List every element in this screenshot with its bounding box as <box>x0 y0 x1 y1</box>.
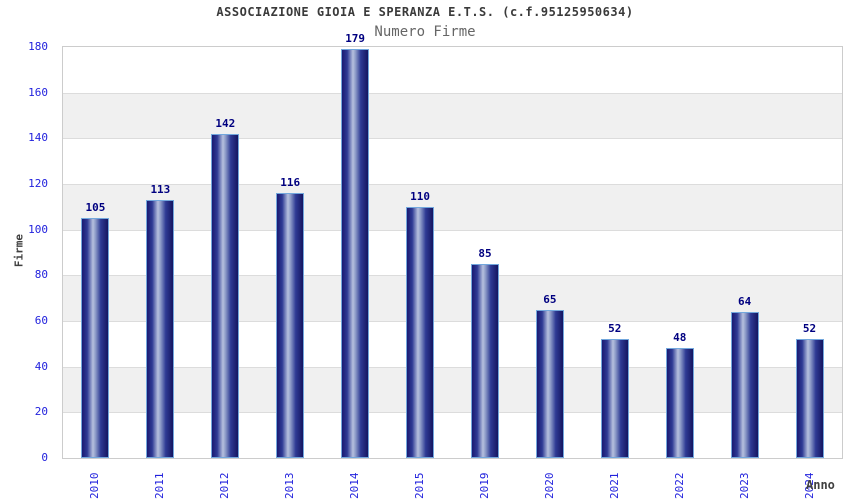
y-tick-label: 120 <box>28 177 48 190</box>
y-tick-label: 40 <box>34 359 48 373</box>
band <box>63 321 842 367</box>
chart-subtitle: Numero Firme <box>374 24 476 40</box>
bar-value-label: 142 <box>215 116 236 130</box>
bar-value-label: 113 <box>150 182 171 196</box>
bar-value-label: 48 <box>673 331 687 345</box>
bar-2021 <box>600 339 629 458</box>
bar-2011 <box>146 199 175 458</box>
band <box>63 138 842 184</box>
gridline <box>63 184 842 185</box>
x-tick-label: 2011 <box>153 472 167 500</box>
band <box>63 412 842 458</box>
chart-title: ASSOCIAZIONE GIOIA E SPERANZA E.T.S. (c.… <box>216 5 634 19</box>
x-tick-label: 2021 <box>607 472 621 500</box>
bar-value-label: 52 <box>802 322 817 336</box>
band <box>63 92 842 139</box>
x-tick-label: 2012 <box>218 472 232 500</box>
bar-value-label: 179 <box>345 32 366 46</box>
bar-2023 <box>730 311 759 458</box>
x-tick-label: 2015 <box>413 472 427 500</box>
bar-value-label: 52 <box>608 322 622 336</box>
y-tick-label: 60 <box>34 314 48 327</box>
y-axis-title: Firme <box>12 233 26 268</box>
bar-2012 <box>211 133 240 458</box>
y-tick-label: 180 <box>28 40 48 53</box>
bar-2010 <box>81 218 110 458</box>
x-tick-label: 2020 <box>542 472 556 500</box>
gridline <box>63 229 842 231</box>
x-tick-label: 2013 <box>283 472 297 500</box>
y-tick-label: 140 <box>28 131 48 145</box>
gridline <box>63 138 842 140</box>
bar-2024 <box>795 339 824 458</box>
gridline <box>63 412 842 414</box>
bar-value-label: 116 <box>280 176 301 190</box>
x-axis-title: Anno <box>806 478 835 492</box>
y-tick-label: 100 <box>28 222 48 236</box>
x-tick-label: 2019 <box>477 472 491 500</box>
gridline <box>63 275 842 277</box>
band <box>63 275 842 321</box>
bar-value-label: 85 <box>478 246 492 260</box>
band <box>63 47 842 93</box>
bar-value-label: 64 <box>738 294 752 308</box>
bar-2019 <box>470 263 499 458</box>
y-tick-label: 0 <box>41 451 48 464</box>
x-tick-label: 2014 <box>348 472 362 500</box>
band <box>63 184 842 230</box>
band <box>63 366 842 413</box>
bar-2013 <box>276 193 305 458</box>
y-tick-label: 20 <box>34 405 48 419</box>
gridline <box>63 321 842 322</box>
bar-value-label: 110 <box>410 189 430 203</box>
y-tick-label: 80 <box>34 268 48 282</box>
bar-value-label: 105 <box>85 201 106 215</box>
bar-2014 <box>341 49 370 458</box>
x-tick-label: 2023 <box>737 472 751 500</box>
bar-2022 <box>665 348 694 458</box>
bar-value-label: 65 <box>543 292 557 306</box>
plot-area <box>62 46 843 459</box>
gridline <box>63 366 842 368</box>
band <box>63 229 842 276</box>
x-tick-label: 2010 <box>88 472 102 500</box>
bar-2015 <box>406 206 435 458</box>
y-tick-label: 160 <box>28 85 48 99</box>
bar-2020 <box>535 309 564 458</box>
x-tick-label: 2022 <box>672 472 686 500</box>
gridline <box>63 92 842 94</box>
